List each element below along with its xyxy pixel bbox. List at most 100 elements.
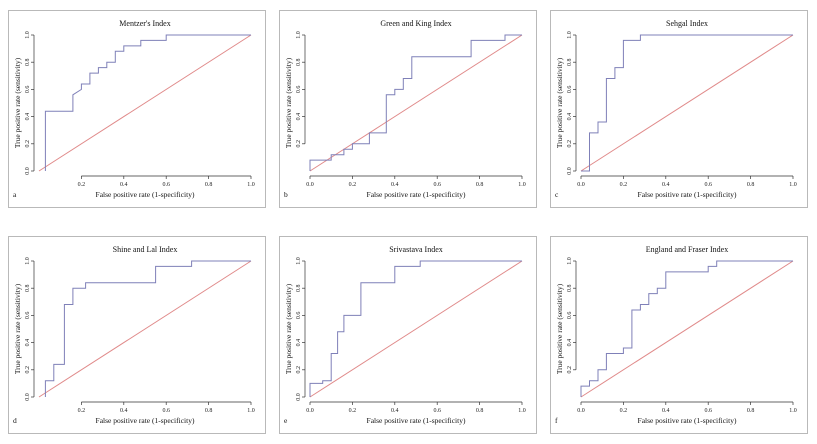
x-axis-label: False positive rate (1-specificity) [96, 190, 195, 199]
y-tick-label: 0.2 [296, 140, 302, 148]
roc-chart-f: England and Fraser Index 0.0 0.2 0.4 0.6 0.8 1… [555, 245, 797, 425]
panel-label: b [284, 190, 288, 199]
roc-panel-c: Sehgal Index 0.0 0.2 0.4 0.6 0.8 1.0 0.0 0.2 0.4 0… [550, 10, 808, 208]
y-tick-label: 1.0 [296, 257, 302, 265]
x-tick-label: 0.8 [205, 182, 213, 188]
x-tick-label: 0.2 [620, 182, 628, 188]
y-tick-label: 1.0 [25, 31, 31, 39]
x-tick-label: 0.8 [476, 408, 484, 414]
chart-title: Srivastava Index [389, 245, 443, 254]
roc-chart-c: Sehgal Index 0.0 0.2 0.4 0.6 0.8 1.0 0.0 0.2 0.4 0… [555, 19, 797, 199]
y-tick-label: 0.0 [567, 167, 573, 175]
x-tick-label: 0.4 [662, 408, 670, 414]
y-tick-label: 1.0 [25, 257, 31, 265]
chart-title: Sehgal Index [666, 19, 708, 28]
panel-label: d [13, 416, 17, 425]
x-tick-label: 0.8 [747, 182, 755, 188]
roc-panel-a: Mentzer's Index 0.2 0.4 0.6 0.8 1.0 0.0 0.2 0.4 0… [8, 10, 266, 208]
y-tick-label: 0.4 [567, 339, 573, 347]
x-tick-label: 0.8 [205, 408, 213, 414]
x-tick-label: 1.0 [789, 408, 797, 414]
chart-title: Mentzer's Index [119, 19, 170, 28]
x-tick-label: 0.2 [620, 408, 628, 414]
roc-curve [44, 34, 251, 171]
x-tick-label: 0.0 [306, 408, 314, 414]
y-tick-label: 0.8 [25, 284, 31, 292]
roc-curve [580, 260, 793, 397]
reference-diagonal [38, 34, 252, 172]
roc-curve [309, 260, 522, 397]
chart-title: Green and King Index [380, 19, 451, 28]
x-tick-label: 0.8 [476, 182, 484, 188]
x-tick-label: 0.6 [704, 182, 712, 188]
y-tick-label: 0.0 [25, 393, 31, 401]
y-tick-label: 1.0 [567, 31, 573, 39]
x-tick-label: 0.4 [120, 182, 128, 188]
y-tick-label: 0.8 [296, 58, 302, 65]
x-tick-label: 1.0 [247, 182, 255, 188]
reference-diagonal [580, 260, 794, 398]
x-tick-label: 0.6 [433, 182, 441, 188]
x-tick-label: 0.6 [162, 182, 170, 188]
x-tick-label: 0.2 [349, 408, 357, 414]
y-tick-label: 0.8 [567, 58, 573, 65]
y-axis-label: True positive rate (sensitivity) [13, 57, 22, 148]
y-tick-label: 0.2 [296, 366, 302, 374]
chart-title: Shine and Lal Index [113, 245, 178, 254]
y-tick-label: 0.8 [25, 58, 31, 65]
x-tick-label: 0.6 [433, 408, 441, 414]
roc-panel-f: England and Fraser Index 0.0 0.2 0.4 0.6 0.8 1… [550, 236, 808, 434]
y-tick-label: 1.0 [567, 257, 573, 265]
reference-diagonal [38, 260, 252, 398]
y-axis-label: True positive rate (sensitivity) [284, 283, 293, 374]
x-axis-label: False positive rate (1-specificity) [638, 190, 737, 199]
y-tick-label: 0.6 [567, 86, 573, 94]
panel-label: a [13, 190, 17, 199]
x-tick-label: 1.0 [247, 408, 255, 414]
x-tick-label: 1.0 [789, 182, 797, 188]
x-axis-label: False positive rate (1-specificity) [367, 190, 466, 199]
y-axis-label: True positive rate (sensitivity) [555, 283, 564, 374]
y-axis-label: True positive rate (sensitivity) [555, 57, 564, 148]
roc-curve [581, 34, 793, 172]
y-tick-label: 0.6 [567, 312, 573, 320]
roc-chart-e: Srivastava Index 0.0 0.2 0.4 0.6 0.8 1.0 0.0 0.2… [284, 245, 526, 425]
y-tick-label: 0.6 [296, 312, 302, 320]
y-tick-label: 0.4 [296, 113, 302, 121]
x-tick-label: 0.4 [662, 182, 670, 188]
panel-label: f [555, 416, 558, 425]
x-tick-label: 0.8 [747, 408, 755, 414]
x-tick-label: 0.2 [349, 182, 357, 188]
y-tick-label: 0.8 [296, 284, 302, 292]
panel-label: e [284, 416, 288, 425]
y-tick-label: 0.2 [25, 140, 31, 148]
y-axis-label: True positive rate (sensitivity) [13, 283, 22, 374]
x-tick-label: 0.4 [391, 408, 399, 414]
x-tick-label: 0.2 [78, 408, 86, 414]
y-axis-label: True positive rate (sensitivity) [284, 57, 293, 148]
y-tick-label: 0.4 [25, 113, 31, 121]
roc-chart-d: Shine and Lal Index 0.2 0.4 0.6 0.8 1.0 0.0 0.2… [13, 245, 255, 425]
x-axis-label: False positive rate (1-specificity) [96, 416, 195, 425]
x-tick-label: 1.0 [518, 182, 526, 188]
roc-panel-d: Shine and Lal Index 0.2 0.4 0.6 0.8 1.0 0.0 0.2… [8, 236, 266, 434]
x-tick-label: 0.6 [704, 408, 712, 414]
roc-curve [44, 260, 251, 397]
y-tick-label: 0.0 [25, 167, 31, 175]
chart-title: England and Fraser Index [646, 245, 728, 254]
y-tick-label: 0.2 [567, 366, 573, 374]
y-tick-label: 1.0 [296, 31, 302, 39]
roc-chart-a: Mentzer's Index 0.2 0.4 0.6 0.8 1.0 0.0 0.2 0.4 0… [13, 19, 255, 199]
y-tick-label: 0.4 [567, 113, 573, 121]
x-tick-label: 0.2 [78, 182, 86, 188]
roc-panel-e: Srivastava Index 0.0 0.2 0.4 0.6 0.8 1.0 0.0 0.2… [279, 236, 537, 434]
x-axis-label: False positive rate (1-specificity) [367, 416, 466, 425]
x-axis-label: False positive rate (1-specificity) [638, 416, 737, 425]
reference-diagonal [309, 34, 523, 172]
x-tick-label: 0.0 [577, 182, 585, 188]
x-tick-label: 0.6 [162, 408, 170, 414]
y-tick-label: 0.4 [296, 339, 302, 347]
x-tick-label: 0.0 [577, 408, 585, 414]
y-tick-label: 0.6 [25, 312, 31, 320]
x-tick-label: 1.0 [518, 408, 526, 414]
